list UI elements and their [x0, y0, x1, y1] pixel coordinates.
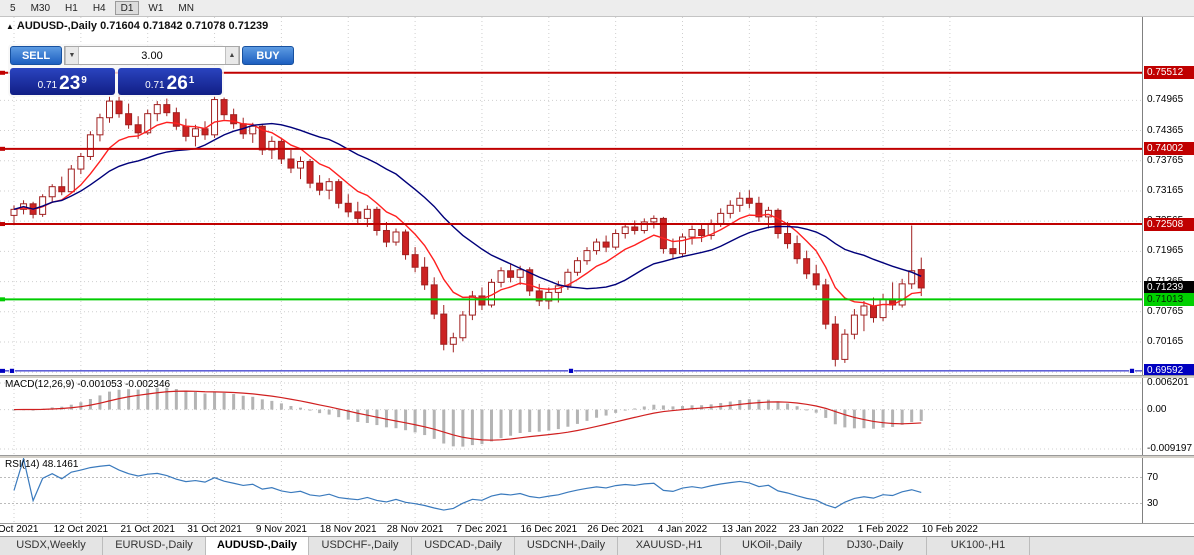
hline-0.71013[interactable]	[0, 297, 1142, 302]
sell-button[interactable]: SELL	[10, 46, 62, 65]
chart-tab-audusd-daily[interactable]: AUDUSD-,Daily	[206, 537, 309, 555]
timeframe-button-h4[interactable]: H4	[87, 1, 112, 15]
macd-label: MACD(12,26,9) -0.001053 -0.002346	[5, 379, 171, 390]
sell-price-pip: 9	[81, 75, 87, 86]
chart-tab-usdcnh-daily[interactable]: USDCNH-,Daily	[515, 537, 618, 555]
timeframe-button-m30[interactable]: M30	[25, 1, 56, 15]
chart-title: ▲ AUDUSD-,Daily 0.71604 0.71842 0.71078 0…	[6, 20, 268, 32]
macd-histogram	[12, 387, 923, 447]
sell-price-button[interactable]: 0.71 23 9	[10, 68, 115, 95]
chart-symbol-period: AUDUSD-,Daily	[16, 20, 97, 32]
buy-button[interactable]: BUY	[242, 46, 294, 65]
chart-tab-ukoil-daily[interactable]: UKOil-,Daily	[721, 537, 824, 555]
buy-price-button[interactable]: 0.71 26 1	[117, 68, 222, 95]
buy-price-prefix: 0.71	[145, 80, 165, 91]
volume-increase-button[interactable]: ▲	[225, 47, 239, 64]
timeframe-button-d1[interactable]: D1	[114, 1, 140, 15]
hline-left-marker	[0, 70, 5, 75]
volume-input[interactable]	[79, 47, 225, 64]
timeframe-button-mn[interactable]: MN	[172, 1, 200, 15]
chart-tab-eurusd-daily[interactable]: EURUSD-,Daily	[103, 537, 206, 555]
hline-left-marker	[0, 222, 5, 227]
volume-stepper: ▼ ▲	[64, 46, 240, 65]
chart-tab-usdx-weekly[interactable]: USDX,Weekly	[0, 537, 103, 555]
chart-tab-dj30-daily[interactable]: DJ30-,Daily	[824, 537, 927, 555]
chart-tab-usdchf-daily[interactable]: USDCHF-,Daily	[309, 537, 412, 555]
chart-tab-uk100-h1[interactable]: UK100-,H1	[927, 537, 1030, 555]
hline-0.74002[interactable]	[0, 146, 1142, 151]
moving-average-sma20[interactable]	[13, 122, 922, 290]
rsi-value: 48.1461	[42, 459, 79, 470]
chart-tab-xauusd-h1[interactable]: XAUUSD-,H1	[618, 537, 721, 555]
timeframe-button-5[interactable]: 5	[4, 1, 22, 15]
hline-left-marker	[0, 297, 5, 302]
hline-handle[interactable]	[1129, 367, 1135, 374]
sell-price-prefix: 0.71	[37, 80, 58, 91]
hline-0.72508[interactable]	[0, 222, 1142, 227]
chart-collapse-icon[interactable]: ▲	[6, 22, 14, 31]
hline-handle[interactable]	[568, 367, 574, 374]
sell-price-big: 23	[59, 73, 81, 94]
volume-decrease-button[interactable]: ▼	[65, 47, 79, 64]
macd-splitter[interactable]	[0, 375, 1194, 378]
macd-signal-line	[13, 390, 922, 441]
hline-0.69592[interactable]	[0, 367, 1142, 374]
chart-ohlc-values: 0.71604 0.71842 0.71078 0.71239	[100, 20, 269, 32]
hline-left-marker	[0, 146, 5, 151]
buy-price-pip: 1	[188, 75, 195, 86]
rsi-splitter[interactable]	[0, 455, 1194, 458]
moving-average-ema8[interactable]	[13, 119, 922, 307]
price-scale[interactable]	[1142, 17, 1194, 520]
timeframe-button-w1[interactable]: W1	[142, 1, 169, 15]
chart-tab-usdcad-daily[interactable]: USDCAD-,Daily	[412, 537, 515, 555]
buy-price-big: 26	[166, 73, 188, 94]
rsi-label: RSI(14) 48.1461	[5, 459, 79, 470]
macd-values: -0.001053 -0.002346	[77, 379, 171, 390]
chart-tab-bar: USDX,Weekly EURUSD-,Daily AUDUSD-,Daily USD…	[0, 536, 1194, 555]
timeframe-button-h1[interactable]: H1	[59, 1, 84, 15]
timeframe-toolbar: 5 M30 H1 H4 D1 W1 MN	[0, 0, 1194, 17]
hline-handle[interactable]	[9, 367, 15, 374]
rsi-line	[13, 456, 922, 511]
hline-left-marker	[0, 368, 5, 373]
chart-background	[0, 17, 1194, 537]
candles	[10, 94, 925, 367]
time-scale[interactable]	[0, 523, 1142, 537]
one-click-trading-panel: SELL ▼ ▲ BUY 0.71 23 9 0.71 26 1	[8, 44, 294, 97]
